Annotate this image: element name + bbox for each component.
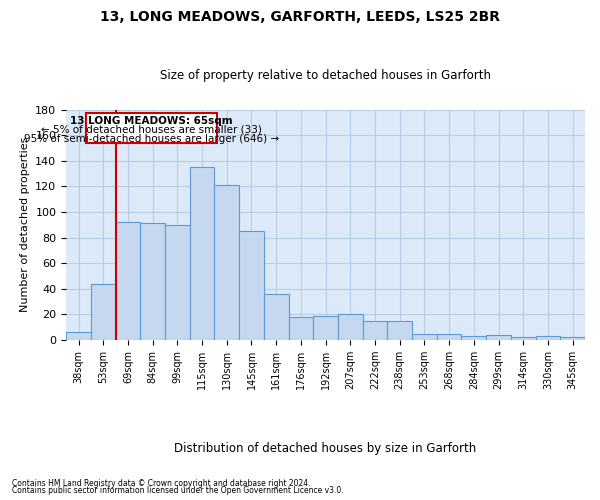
Bar [412,334,437,340]
Y-axis label: Number of detached properties: Number of detached properties [20,137,30,312]
Bar [560,338,585,340]
Bar [190,167,214,340]
Bar [116,222,140,340]
Bar [362,321,388,340]
X-axis label: Distribution of detached houses by size in Garforth: Distribution of detached houses by size … [175,442,477,455]
Bar [437,334,461,340]
Bar [165,225,190,340]
Text: ← 5% of detached houses are smaller (33): ← 5% of detached houses are smaller (33) [41,125,262,135]
Bar [486,335,511,340]
Text: Contains public sector information licensed under the Open Government Licence v3: Contains public sector information licen… [12,486,344,495]
Bar [461,336,486,340]
Text: Contains HM Land Registry data © Crown copyright and database right 2024.: Contains HM Land Registry data © Crown c… [12,478,311,488]
Bar [239,231,264,340]
Bar [140,224,165,340]
Bar [66,332,91,340]
Bar [214,185,239,340]
Bar [289,317,313,340]
Bar [388,321,412,340]
Bar [264,294,289,340]
Bar [536,336,560,340]
Text: 95% of semi-detached houses are larger (646) →: 95% of semi-detached houses are larger (… [24,134,279,144]
Bar [91,284,116,340]
Bar [338,314,362,340]
Text: 13, LONG MEADOWS, GARFORTH, LEEDS, LS25 2BR: 13, LONG MEADOWS, GARFORTH, LEEDS, LS25 … [100,10,500,24]
Bar [313,316,338,340]
FancyBboxPatch shape [86,114,217,143]
Bar [511,338,536,340]
Text: 13 LONG MEADOWS: 65sqm: 13 LONG MEADOWS: 65sqm [70,116,233,126]
Title: Size of property relative to detached houses in Garforth: Size of property relative to detached ho… [160,69,491,82]
